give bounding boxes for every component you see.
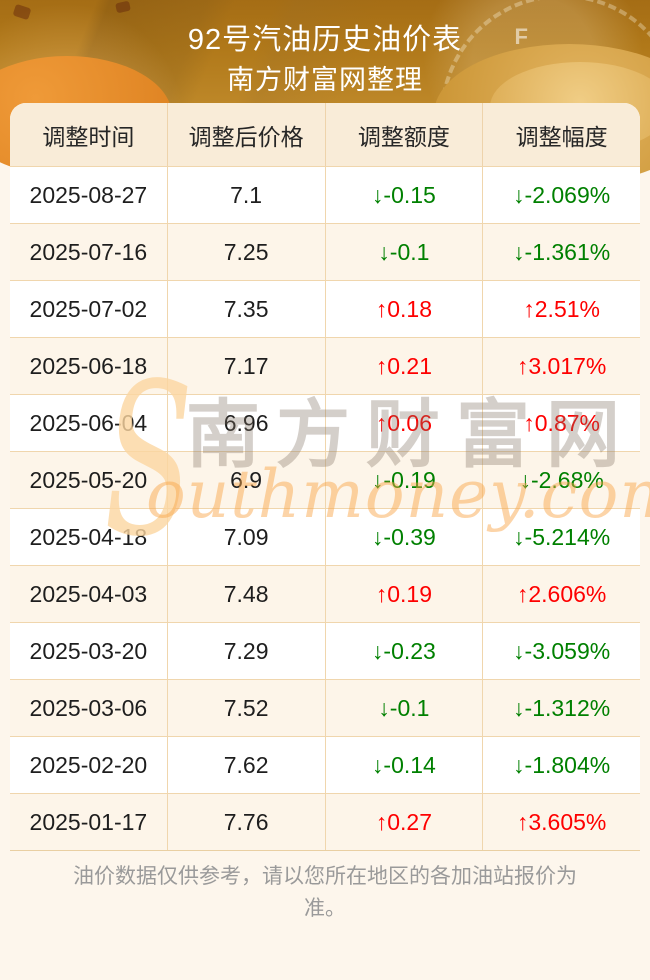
col-header-adjust-amount: 调整额度 <box>324 103 483 166</box>
cell-price: 7.09 <box>166 509 325 565</box>
table-row: 2025-07-02 7.35 ↑0.18 ↑2.51% <box>10 280 640 337</box>
col-header-price-after: 调整后价格 <box>166 103 325 166</box>
table-row: 2025-04-18 7.09 ↓-0.39 ↓-5.214% <box>10 508 640 565</box>
cell-price: 7.62 <box>166 737 325 793</box>
cell-date: 2025-06-18 <box>29 352 148 379</box>
cell-price: 7.1 <box>166 167 325 223</box>
table-row: 2025-03-20 7.29 ↓-0.23 ↓-3.059% <box>10 622 640 679</box>
cell-change: ↑0.27 <box>324 794 483 850</box>
cell-price: 7.52 <box>166 680 325 736</box>
table-body: 2025-08-27 7.1 ↓-0.15 ↓-2.069% 2025-07-1… <box>10 166 640 850</box>
cell-percent: ↑2.606% <box>482 566 640 622</box>
disclaimer-note: 油价数据仅供参考，请以您所在地区的各加油站报价为准。 <box>73 865 577 920</box>
cell-change: ↑0.19 <box>324 566 483 622</box>
pump-nozzle-icon <box>115 0 131 14</box>
cell-price: 7.29 <box>166 623 325 679</box>
cell-percent: ↑2.51% <box>482 281 640 337</box>
cell-change: ↓-0.23 <box>324 623 483 679</box>
cell-date: 2025-05-20 <box>29 466 148 493</box>
price-table: 调整时间 调整后价格 调整额度 调整幅度 2025-08-27 7.1 ↓-0.… <box>10 103 640 851</box>
table-row: 2025-03-06 7.52 ↓-0.1 ↓-1.312% <box>10 679 640 736</box>
table-row: 2025-07-16 7.25 ↓-0.1 ↓-1.361% <box>10 223 640 280</box>
table-row: 2025-06-04 6.96 ↑0.06 ↑0.87% <box>10 394 640 451</box>
cell-change: ↓-0.1 <box>324 680 483 736</box>
cell-percent: ↑3.017% <box>482 338 640 394</box>
cell-change: ↑0.21 <box>324 338 483 394</box>
cell-change: ↑0.06 <box>324 395 483 451</box>
page-title: 92号汽油历史油价表 <box>187 24 463 56</box>
cell-price: 7.25 <box>166 224 325 280</box>
cell-price: 7.17 <box>166 338 325 394</box>
cell-date: 2025-03-06 <box>29 694 148 721</box>
cell-date: 2025-03-20 <box>29 637 148 664</box>
page-subtitle: 南方财富网整理 <box>227 65 423 95</box>
cell-percent: ↑3.605% <box>482 794 640 850</box>
cell-percent: ↑0.87% <box>482 395 640 451</box>
col-header-adjust-time: 调整时间 <box>42 123 135 150</box>
table-row: 2025-05-20 6.9 ↓-0.19 ↓-2.68% <box>10 451 640 508</box>
col-header-adjust-range: 调整幅度 <box>482 103 640 166</box>
cell-percent: ↓-2.68% <box>482 452 640 508</box>
table-row: 2025-02-20 7.62 ↓-0.14 ↓-1.804% <box>10 736 640 793</box>
cell-date: 2025-01-17 <box>29 808 148 835</box>
cell-percent: ↓-2.069% <box>482 167 640 223</box>
table-row: 2025-01-17 7.76 ↑0.27 ↑3.605% <box>10 793 640 850</box>
cell-percent: ↓-1.361% <box>482 224 640 280</box>
cell-date: 2025-06-04 <box>29 409 148 436</box>
cell-price: 7.35 <box>166 281 325 337</box>
table-header-row: 调整时间 调整后价格 调整额度 调整幅度 <box>10 103 640 166</box>
cell-price: 7.76 <box>166 794 325 850</box>
cell-date: 2025-04-18 <box>29 523 148 550</box>
cell-price: 7.48 <box>166 566 325 622</box>
cell-change: ↓-0.1 <box>324 224 483 280</box>
cell-price: 6.96 <box>166 395 325 451</box>
cell-date: 2025-07-16 <box>29 238 148 265</box>
table-row: 2025-08-27 7.1 ↓-0.15 ↓-2.069% <box>10 166 640 223</box>
cell-change: ↓-0.19 <box>324 452 483 508</box>
cell-price: 6.9 <box>166 452 325 508</box>
cell-percent: ↓-1.804% <box>482 737 640 793</box>
table-row: 2025-04-03 7.48 ↑0.19 ↑2.606% <box>10 565 640 622</box>
cell-change: ↓-0.39 <box>324 509 483 565</box>
cell-date: 2025-07-02 <box>29 295 148 322</box>
cell-date: 2025-08-27 <box>29 181 148 208</box>
cell-percent: ↓-1.312% <box>482 680 640 736</box>
cell-date: 2025-04-03 <box>29 580 148 607</box>
cell-percent: ↓-5.214% <box>482 509 640 565</box>
cell-date: 2025-02-20 <box>29 751 148 778</box>
table-row: 2025-06-18 7.17 ↑0.21 ↑3.017% <box>10 337 640 394</box>
cell-change: ↑0.18 <box>324 281 483 337</box>
fuel-gauge-full-label: F <box>514 24 528 49</box>
cell-percent: ↓-3.059% <box>482 623 640 679</box>
cell-change: ↓-0.15 <box>324 167 483 223</box>
cell-change: ↓-0.14 <box>324 737 483 793</box>
